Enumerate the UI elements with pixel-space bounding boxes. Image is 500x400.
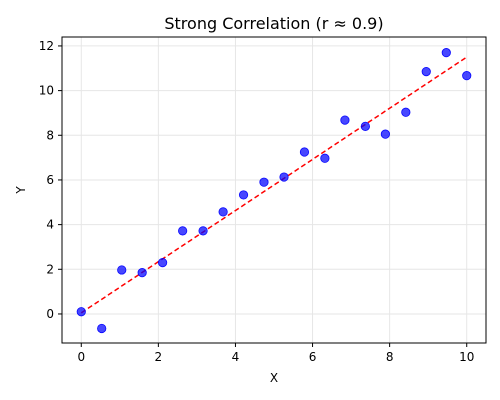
- x-tick-label: 8: [386, 350, 394, 364]
- scatter-point: [158, 257, 168, 268]
- scatter-point: [401, 107, 411, 117]
- y-tick-label: 4: [46, 218, 54, 232]
- scatter-point: [76, 307, 86, 317]
- grid-lines: [62, 37, 486, 343]
- scatter-points-group: [76, 48, 472, 334]
- x-tick-label: 6: [309, 350, 317, 364]
- scatter-point: [117, 265, 127, 275]
- scatter-point: [380, 129, 390, 139]
- trend-line-group: [80, 56, 468, 314]
- x-tick-label: 0: [77, 350, 85, 364]
- y-tick-label: 8: [46, 128, 54, 142]
- scatter-point: [259, 177, 269, 187]
- scatter-point: [238, 190, 249, 200]
- y-tick-label: 2: [46, 262, 54, 276]
- scatter-point: [320, 153, 330, 163]
- scatter-point: [198, 226, 208, 236]
- x-tick-label: 2: [155, 350, 163, 364]
- y-tick-label: 12: [39, 39, 54, 53]
- x-tick-label: 10: [459, 350, 474, 364]
- scatter-point: [218, 207, 228, 217]
- y-tick-label: 10: [39, 84, 54, 98]
- chart-title: Strong Correlation (r ≈ 0.9): [164, 14, 383, 33]
- scatter-point: [340, 115, 350, 125]
- plot-area-frame: [61, 36, 487, 344]
- scatter-point: [441, 48, 451, 58]
- x-axis-label: X: [270, 371, 278, 385]
- x-tick-label: 4: [232, 350, 240, 364]
- y-axis-label: Y: [14, 186, 28, 195]
- y-tick-label: 6: [46, 173, 54, 187]
- scatter-point: [279, 172, 289, 182]
- scatter-point: [137, 268, 147, 278]
- scatter-point: [421, 67, 431, 77]
- trend-line: [80, 56, 468, 314]
- axis-ticks: 0 2 4 6 8 10 0 2 4 6 8 10 12: [39, 39, 475, 364]
- y-tick-label: 0: [46, 307, 54, 321]
- scatter-point: [178, 226, 188, 236]
- scatter-point: [97, 323, 107, 334]
- scatter-point: [299, 147, 310, 157]
- scatter-point: [462, 71, 472, 81]
- scatter-point: [360, 121, 370, 131]
